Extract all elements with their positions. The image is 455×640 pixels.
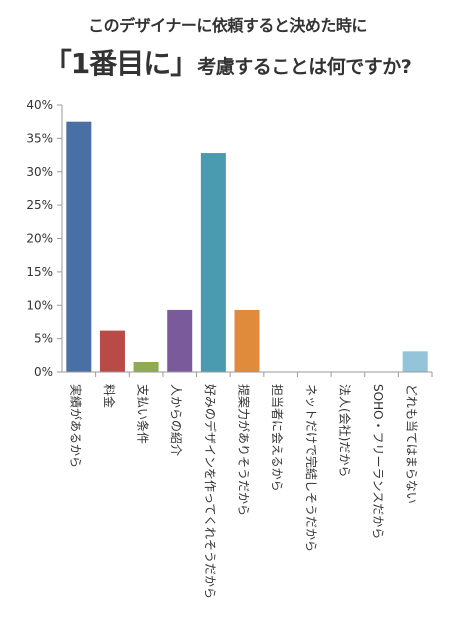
bar [66, 121, 92, 372]
y-tick-label: 15% [26, 265, 53, 279]
category-label: ネットだけで完結しそうだから [304, 384, 319, 552]
y-tick-label: 20% [26, 232, 53, 246]
bars [66, 121, 428, 372]
bar [402, 351, 428, 372]
y-tick-label: 10% [26, 298, 53, 312]
chart-title-line-1: このデザイナーに依頼すると決めた時に [88, 16, 367, 35]
bar [200, 153, 226, 372]
chart-title-line-2: 「1番目に」考慮することは何ですか? [0, 42, 455, 82]
bar [133, 361, 159, 372]
category-label: 提案力がありそうだから [237, 384, 252, 516]
category-label: SOHO・フリーランスだから [371, 384, 385, 539]
y-tick-label: 5% [34, 332, 53, 346]
chart-title-rest: 考慮することは何ですか? [197, 56, 412, 78]
y-axis: 0% 5% 10% 15% 20% 25% 30% 35% 40% [26, 98, 63, 379]
x-axis: 実績があるから 料金 支払い条件 人からの紹介 好みのデザインを作ってくれそうだから 提案… [62, 371, 433, 599]
category-label: 支払い条件 [136, 384, 150, 444]
y-tick-label: 40% [26, 98, 53, 112]
category-label: 担当者に会えるから [270, 384, 284, 492]
y-tick-label: 35% [26, 131, 53, 145]
category-label: 料金 [102, 384, 117, 408]
category-label: どれも当てはまらない [405, 384, 419, 504]
y-tick-label: 0% [34, 365, 53, 379]
y-tick-label: 30% [26, 165, 53, 179]
bar [234, 309, 260, 372]
category-label: 法人(会社)だから [337, 384, 352, 477]
chart-title-emphasis: 「1番目に」 [43, 47, 198, 80]
category-label: 人からの紹介 [169, 384, 183, 456]
bar [99, 330, 125, 372]
y-tick-label: 25% [26, 198, 53, 212]
bar [167, 309, 193, 372]
category-label: 好みのデザインを作ってくれそうだから [203, 384, 218, 599]
category-label: 実績があるから [68, 384, 83, 468]
